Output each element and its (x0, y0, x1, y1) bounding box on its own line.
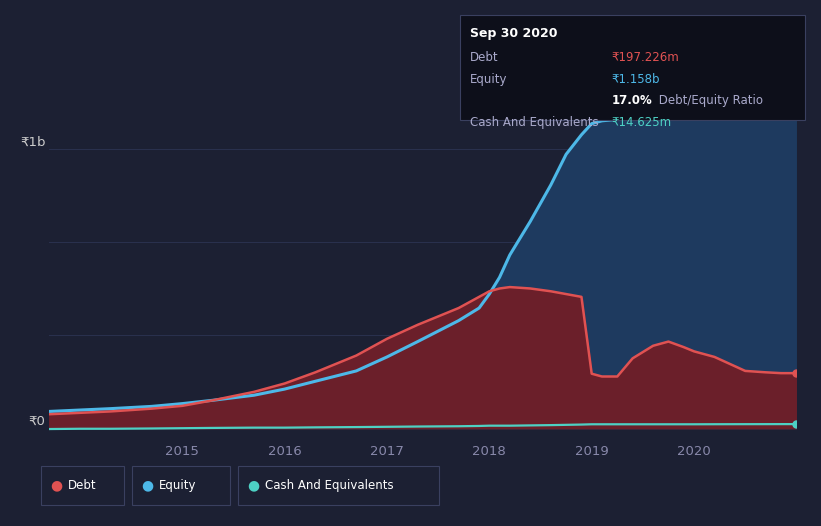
Text: ₹0: ₹0 (29, 415, 45, 428)
Text: Sep 30 2020: Sep 30 2020 (470, 27, 557, 39)
Text: ₹14.625m: ₹14.625m (612, 116, 672, 129)
Text: ●: ● (247, 478, 259, 492)
Text: Debt: Debt (68, 479, 97, 492)
Text: Cash And Equivalents: Cash And Equivalents (470, 116, 599, 129)
Text: 17.0%: 17.0% (612, 94, 653, 107)
Text: ●: ● (141, 478, 153, 492)
Text: Equity: Equity (159, 479, 197, 492)
Text: ₹1.158b: ₹1.158b (612, 74, 660, 86)
Text: Debt/Equity Ratio: Debt/Equity Ratio (654, 94, 763, 107)
Text: Debt: Debt (470, 52, 498, 64)
Text: ●: ● (50, 478, 62, 492)
Text: ₹1b: ₹1b (20, 136, 45, 149)
Text: Equity: Equity (470, 74, 507, 86)
Text: Cash And Equivalents: Cash And Equivalents (265, 479, 394, 492)
Text: ₹197.226m: ₹197.226m (612, 52, 680, 64)
